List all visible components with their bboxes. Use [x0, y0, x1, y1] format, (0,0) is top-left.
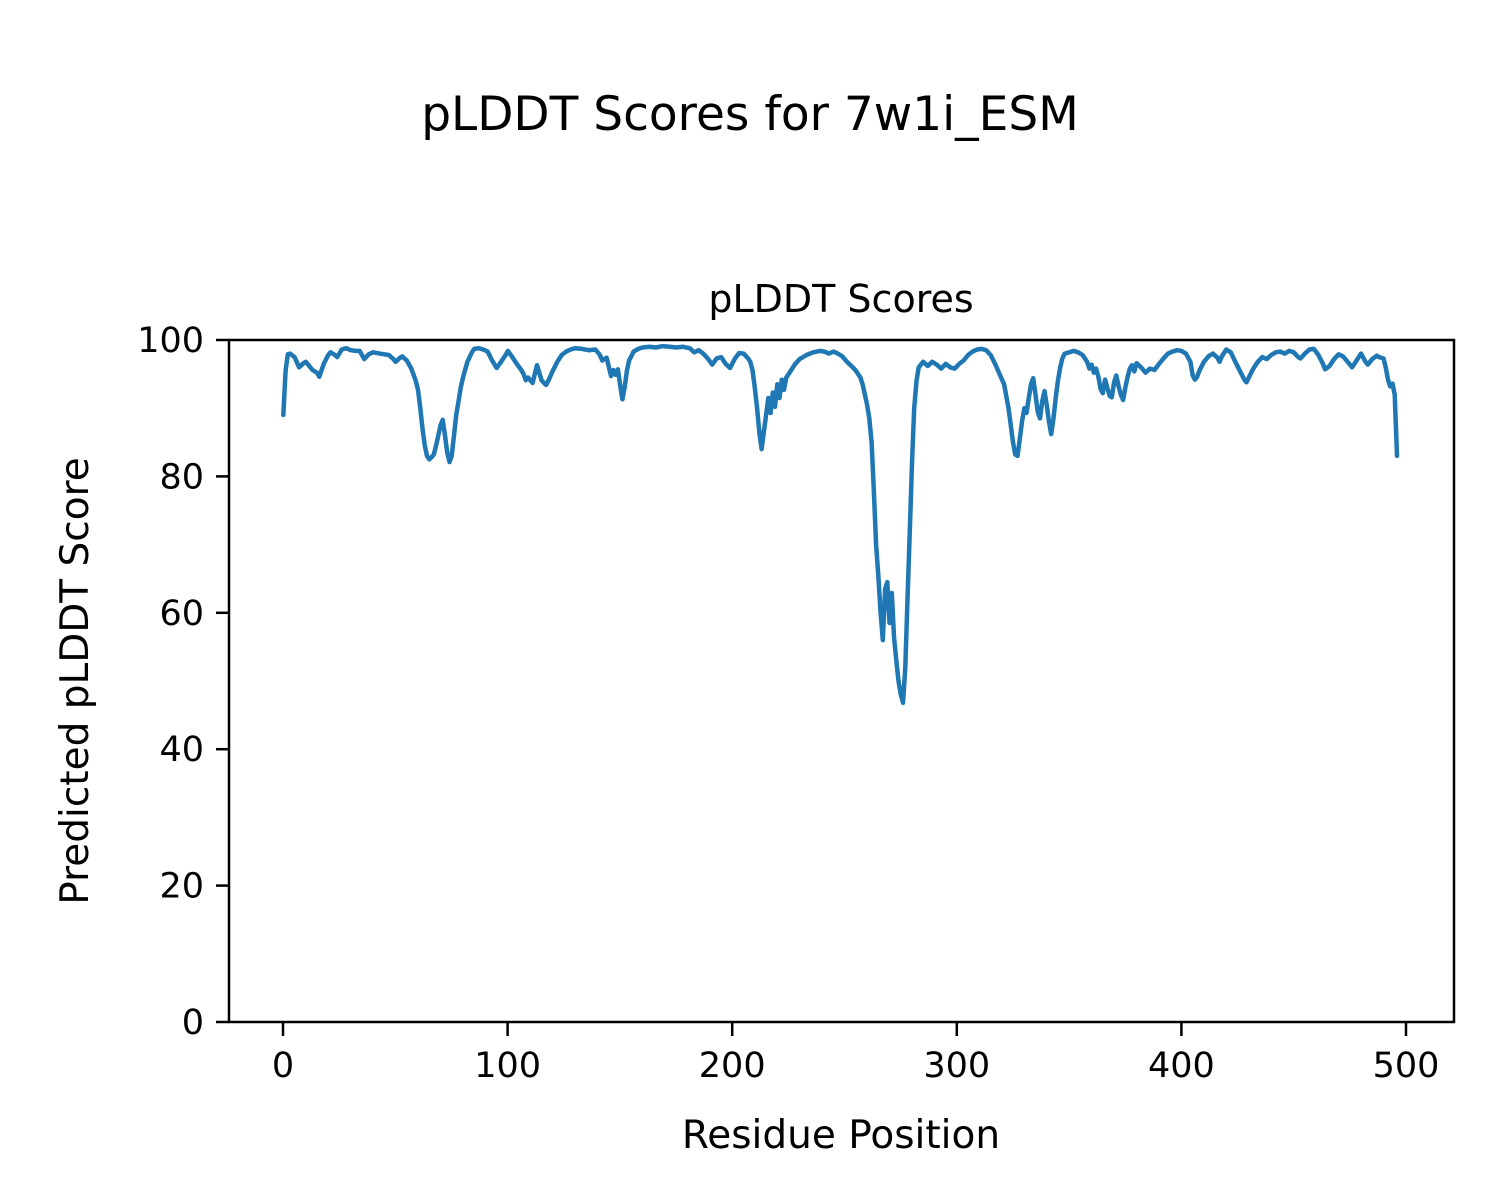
- x-tick-label: 400: [1148, 1046, 1215, 1086]
- x-tick-label: 500: [1373, 1046, 1440, 1086]
- x-tick-marks: [281, 1022, 1408, 1036]
- y-tick-label: 60: [159, 594, 204, 634]
- x-tick-label: 100: [474, 1046, 541, 1086]
- x-tick-label: 200: [699, 1046, 766, 1086]
- y-axis-label: Predicted pLDDT Score: [53, 457, 98, 904]
- y-tick-label: 100: [137, 321, 204, 361]
- y-tick-labels: 0 20 40 60 80 100: [137, 321, 204, 1043]
- plot-frame: [227, 338, 1456, 1024]
- x-tick-labels: 0 100 200 300 400 500: [272, 1046, 1440, 1086]
- y-tick-marks: [216, 338, 229, 1024]
- y-tick-label: 0: [182, 1003, 204, 1043]
- x-tick-label: 0: [272, 1046, 294, 1086]
- y-tick-label: 20: [159, 867, 204, 907]
- x-axis-label: Residue Position: [682, 1113, 1000, 1158]
- plddt-score-line: [281, 343, 1400, 706]
- y-tick-label: 80: [159, 457, 204, 497]
- x-tick-label: 300: [923, 1046, 990, 1086]
- figure-suptitle: pLDDT Scores for 7w1i_ESM: [421, 87, 1079, 142]
- axes-title: pLDDT Scores: [708, 277, 973, 321]
- y-tick-label: 40: [159, 730, 204, 770]
